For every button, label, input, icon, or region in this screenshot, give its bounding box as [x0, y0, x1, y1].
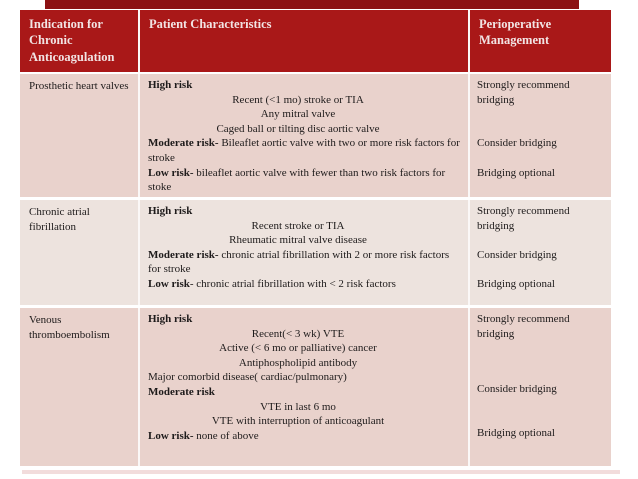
header-row: Indication for Chronic Anticoagulation P…	[20, 10, 611, 72]
bridging-table: Indication for Chronic Anticoagulation P…	[20, 10, 611, 466]
characteristic-line: Moderate risk- chronic atrial fibrillati…	[148, 248, 450, 276]
characteristic-line: Antiphospholipid antibody	[238, 356, 358, 369]
characteristics-cell: High risk Recent (<1 mo) stroke or TIA A…	[140, 74, 470, 197]
characteristic-line: High risk	[148, 313, 193, 325]
management-note: Strongly recommend bridging	[477, 205, 570, 232]
characteristic-line: Low risk- none of above	[148, 429, 259, 442]
characteristic-line: Low risk- bileaflet aortic valve with fe…	[148, 166, 446, 194]
management-cell: Strongly recommend bridging Consider bri…	[470, 74, 611, 197]
characteristic-line: Major comorbid disease( cardiac/pulmonar…	[148, 371, 347, 384]
table-row-atrial-fibrillation: Chronic atrial fibrillation High risk Re…	[20, 200, 611, 305]
management-note: Strongly recommend bridging	[477, 313, 570, 340]
header-cell-indication: Indication for Chronic Anticoagulation	[20, 10, 140, 72]
indication-cell: Venous thromboembolism	[20, 308, 140, 466]
characteristic-line: High risk	[148, 205, 193, 217]
management-note: Consider bridging	[477, 383, 557, 395]
management-note: Bridging optional	[477, 278, 555, 290]
characteristic-line: Moderate risk- Bileaflet aortic valve wi…	[148, 137, 460, 164]
table-row-venous-thromboembolism: Venous thromboembolism High risk Recent(…	[20, 308, 611, 466]
management-note: Strongly recommend bridging	[477, 79, 570, 106]
slide-top-bar	[45, 0, 579, 9]
header-cell-management: Perioperative Management	[470, 10, 611, 72]
characteristics-cell: High risk Recent stroke or TIA Rheumatic…	[140, 200, 470, 305]
characteristic-line: VTE with interruption of anticoagulant	[211, 415, 385, 428]
management-note: Bridging optional	[477, 427, 555, 439]
characteristic-line: Recent stroke or TIA	[251, 219, 345, 232]
characteristic-line: Low risk- chronic atrial fibrillation wi…	[148, 277, 396, 290]
characteristic-line: Moderate risk	[148, 385, 215, 398]
management-note: Bridging optional	[477, 167, 555, 179]
indication-cell: Prosthetic heart valves	[20, 74, 140, 197]
management-note: Consider bridging	[477, 249, 557, 261]
characteristic-line: Active (< 6 mo or palliative) cancer	[219, 342, 377, 355]
characteristic-line: VTE in last 6 mo	[260, 400, 336, 413]
characteristic-line: Rheumatic mitral valve disease	[229, 234, 367, 247]
characteristic-line: High risk	[148, 79, 193, 91]
management-cell: Strongly recommend bridging Consider bri…	[470, 200, 611, 305]
management-cell: Strongly recommend bridging Consider bri…	[470, 308, 611, 466]
characteristics-cell: High risk Recent(< 3 wk) VTE Active (< 6…	[140, 308, 470, 466]
characteristic-line: Caged ball or tilting disc aortic valve	[216, 122, 380, 135]
slide-bottom-bar	[22, 470, 620, 474]
indication-cell: Chronic atrial fibrillation	[20, 200, 140, 305]
characteristic-line: Any mitral valve	[260, 108, 336, 121]
characteristic-line: Recent(< 3 wk) VTE	[251, 327, 345, 340]
table-row-prosthetic-valves: Prosthetic heart valves High risk Recent…	[20, 74, 611, 197]
management-note: Consider bridging	[477, 137, 557, 149]
characteristic-line: Recent (<1 mo) stroke or TIA	[232, 93, 364, 106]
header-cell-characteristics: Patient Characteristics	[140, 10, 470, 72]
